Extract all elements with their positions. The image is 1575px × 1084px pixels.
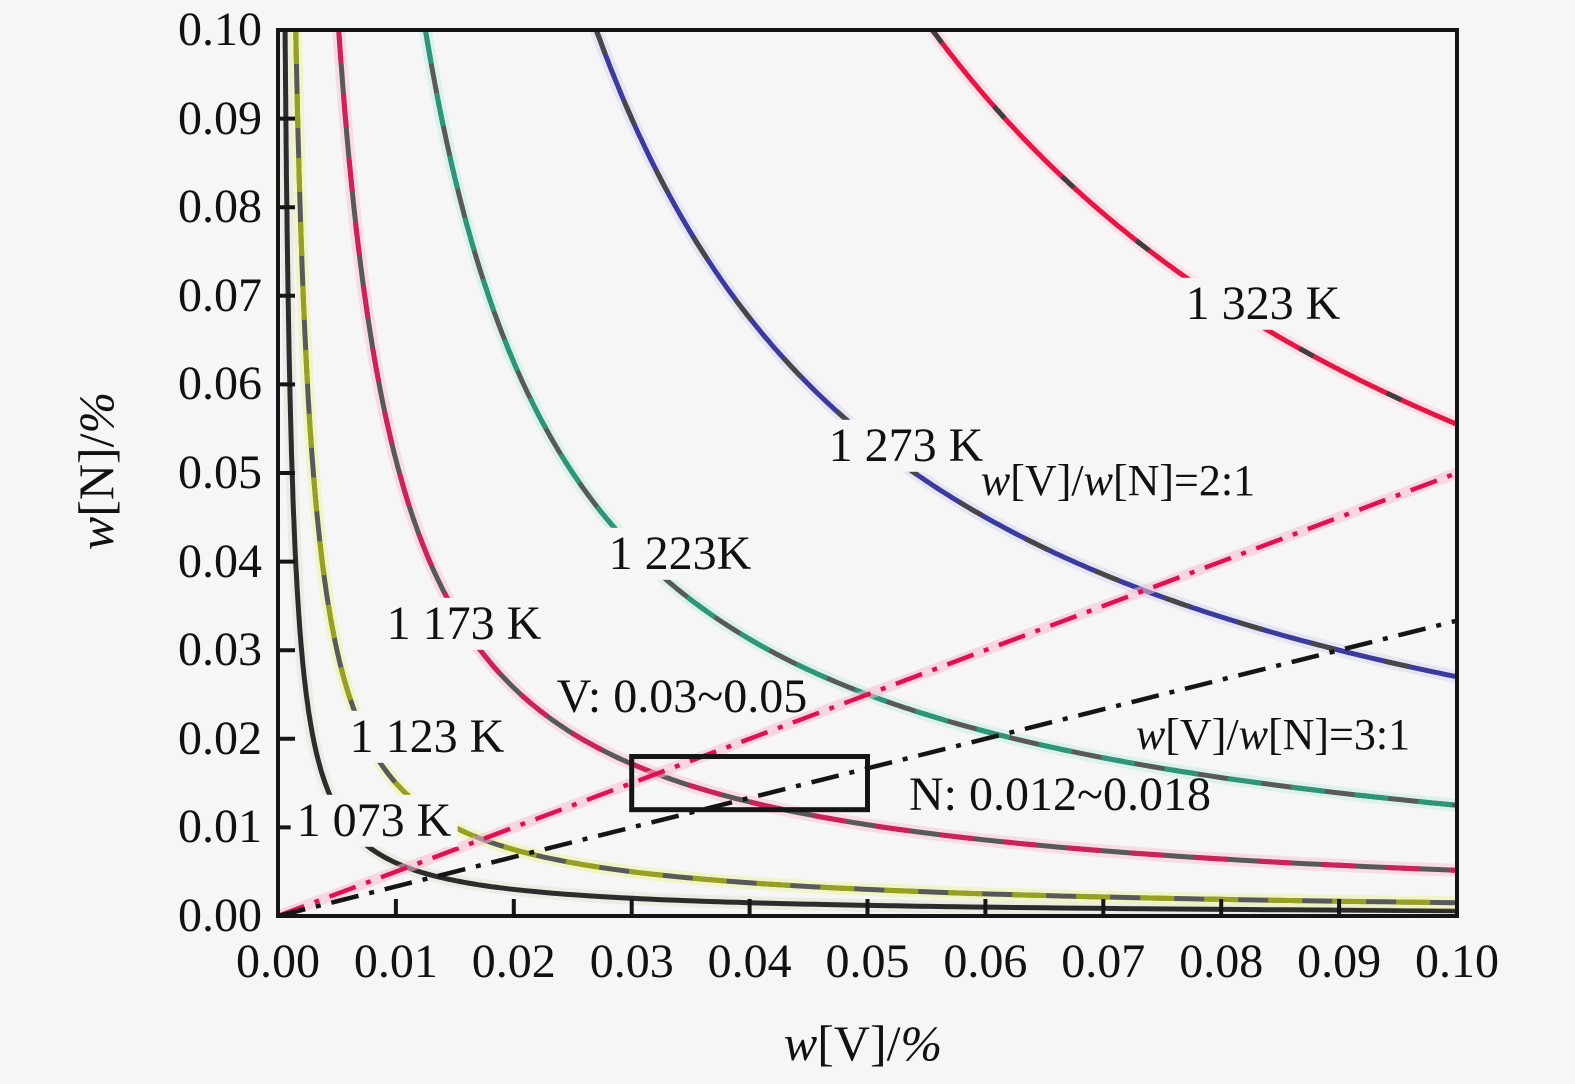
x-tick-label: 0.07 [1061, 935, 1146, 988]
x-tick-label: 0.08 [1179, 935, 1264, 988]
curve-label-1123K: 1 123 K [343, 710, 511, 764]
y-tick-label: 0.06 [178, 357, 262, 411]
y-tick-label: 0.07 [178, 268, 262, 322]
y-tick-label: 0.05 [178, 446, 262, 499]
curve-accent-1173K [336, 30, 1457, 873]
x-tick-label: 0.01 [353, 935, 438, 988]
x-tick-label: 0.02 [471, 935, 556, 988]
y-tick-label: 0.10 [178, 3, 262, 56]
x-tick-label: 0.06 [943, 935, 1028, 988]
curve-label-1073K: 1 073 K [290, 794, 458, 848]
x-tick-label: 0.10 [1415, 935, 1499, 988]
y-tick-label: 0.02 [178, 711, 262, 765]
x-tick-label: 0.09 [1297, 935, 1382, 988]
x-tick-label: 0.03 [589, 935, 674, 988]
curve-1323K [929, 30, 1457, 427]
x-axis-title: w[V]/% [783, 1014, 943, 1071]
x-tick-label: 0.04 [707, 935, 792, 988]
y-tick-label: 0.08 [178, 180, 262, 234]
x-tick-label: 0.00 [236, 935, 320, 988]
curve-label-1323K: 1 323 K [1179, 277, 1347, 331]
curve-label-1223K: 1 223K [602, 527, 758, 581]
curve-accent-1223K [422, 30, 1457, 808]
y-tick-label: 0.04 [178, 534, 262, 588]
y-tick-label: 0.00 [178, 889, 262, 942]
curve-label-1173K: 1 173 K [380, 597, 548, 651]
x-tick-label: 0.05 [825, 935, 910, 988]
composition-window-box [629, 754, 871, 813]
ratio-line-label-3-1: w[V]/w[N]=3:1 [1135, 709, 1411, 759]
nitrogen-range-label: N: 0.012~0.018 [909, 767, 1211, 821]
curve-label-1273K: 1 273 K [822, 419, 990, 473]
ratio-line-2-1 [278, 470, 1457, 916]
ratio-line-label-2-1: w[V]/w[N]=2:1 [980, 455, 1256, 505]
y-axis-title: w[N]/% [67, 391, 124, 551]
curve-1073K [282, 30, 1457, 914]
curve-accent-1323K [930, 30, 1457, 427]
y-tick-label: 0.01 [178, 800, 262, 854]
curve-halo-1323K [927, 30, 1457, 431]
y-tick-label: 0.09 [178, 91, 262, 145]
y-tick-label: 0.03 [178, 623, 262, 677]
vanadium-range-label: V: 0.03~0.05 [556, 669, 808, 723]
